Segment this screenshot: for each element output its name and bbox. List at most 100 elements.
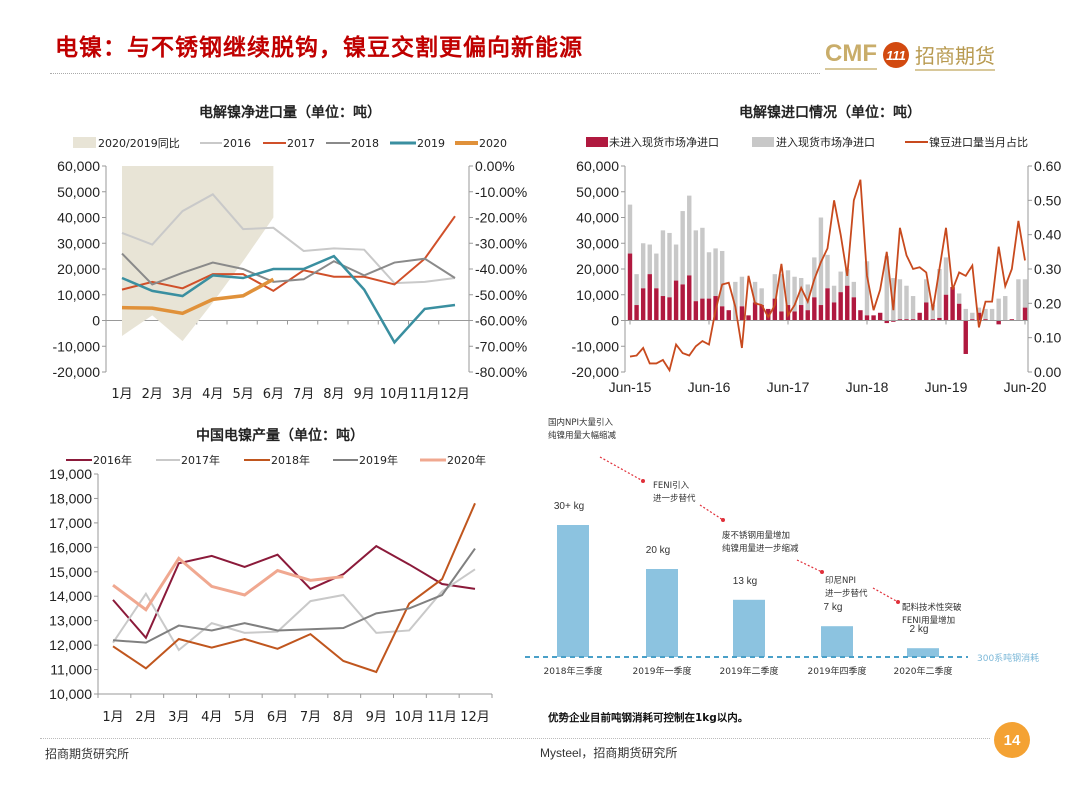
bar-non-spot-import bbox=[798, 305, 804, 321]
bar-spot-import bbox=[779, 274, 784, 312]
y2-tick-label: -40.00% bbox=[475, 261, 527, 277]
bar-non-spot-import bbox=[739, 306, 745, 321]
bar-non-spot-import bbox=[937, 317, 942, 321]
title-divider bbox=[50, 73, 820, 74]
y2-tick-label: -60.00% bbox=[475, 313, 527, 329]
y-tick-label: 30,000 bbox=[57, 235, 100, 251]
bar bbox=[733, 599, 765, 657]
bar bbox=[821, 626, 853, 657]
bar-non-spot-import bbox=[680, 284, 685, 321]
bar-spot-import bbox=[634, 274, 639, 306]
bar-non-spot-import bbox=[943, 294, 949, 321]
logo-company-name: 招商期货 bbox=[914, 40, 995, 71]
legend-swatch bbox=[752, 137, 774, 147]
legend-label: 2019 bbox=[417, 137, 445, 150]
bar-spot-import bbox=[719, 250, 725, 307]
bar-non-spot-import bbox=[1022, 307, 1028, 321]
bar-value-label: 30+ kg bbox=[554, 501, 584, 512]
bar-non-spot-import bbox=[950, 287, 955, 321]
bar-non-spot-import bbox=[706, 298, 712, 321]
footer-org: 招商期货研究所 bbox=[45, 747, 130, 761]
x-category-label: 2018年三季度 bbox=[544, 665, 603, 677]
y-tick-label: 10,000 bbox=[57, 287, 100, 303]
x-category-label: 2019年四季度 bbox=[808, 665, 867, 677]
x-tick-label: Jun-16 bbox=[688, 379, 731, 395]
x-tick-label: 8月 bbox=[333, 710, 354, 725]
annotation-text: 纯镍用量大幅缩减 bbox=[548, 430, 617, 441]
bar-spot-import bbox=[930, 305, 936, 320]
bar-spot-import bbox=[693, 230, 699, 302]
bar-spot-import bbox=[1016, 279, 1021, 321]
bar-non-spot-import bbox=[719, 306, 725, 321]
annotation-text: 印尼NPI bbox=[825, 575, 856, 586]
legend-label: 进入现货市场净进口 bbox=[776, 135, 875, 149]
x-tick-label: 10月 bbox=[394, 710, 424, 725]
y-tick-label: 20,000 bbox=[57, 261, 100, 277]
bar-non-spot-import bbox=[884, 320, 889, 324]
bar-spot-import bbox=[805, 284, 810, 311]
x-tick-label: Jun-15 bbox=[609, 379, 652, 395]
series-line-2020年 bbox=[112, 556, 344, 612]
x-tick-label: 6月 bbox=[263, 387, 284, 402]
bar-spot-import bbox=[792, 276, 797, 312]
bar-spot-import bbox=[647, 244, 652, 275]
x-tick-label: 8月 bbox=[323, 387, 344, 402]
bar-spot-import bbox=[845, 269, 850, 286]
series-line-2016 bbox=[121, 193, 456, 285]
annotation-text: 废不锈钢用量增加 bbox=[722, 530, 790, 541]
x-tick-label: Jun-18 bbox=[846, 379, 889, 395]
y-tick-label: 14,000 bbox=[49, 588, 92, 604]
series-line-nickel-bean-share bbox=[629, 179, 1026, 373]
bar-spot-import bbox=[713, 248, 718, 297]
series-line-2016年 bbox=[112, 544, 476, 640]
y-tick-label: 19,000 bbox=[49, 466, 92, 482]
y2-tick-label: 0.00 bbox=[1034, 364, 1061, 380]
bar-spot-import bbox=[759, 288, 764, 306]
bar-non-spot-import bbox=[963, 320, 968, 354]
bar bbox=[646, 569, 678, 657]
legend-swatch bbox=[586, 137, 608, 147]
bar-spot-import bbox=[983, 308, 988, 320]
bar-value-label: 2 kg bbox=[910, 624, 929, 635]
y-tick-label: 10,000 bbox=[576, 287, 619, 303]
bar-non-spot-import bbox=[772, 298, 778, 321]
x-tick-label: 4月 bbox=[201, 710, 222, 725]
bar-non-spot-import bbox=[910, 319, 916, 321]
x-tick-label: Jun-17 bbox=[767, 379, 810, 395]
y2-tick-label: -80.00% bbox=[475, 364, 527, 380]
bar-spot-import bbox=[996, 298, 1001, 321]
bar-spot-import bbox=[700, 227, 705, 299]
bar-non-spot-import bbox=[831, 302, 837, 321]
bar-non-spot-import bbox=[956, 303, 962, 321]
y-tick-label: 13,000 bbox=[49, 613, 92, 629]
bar-non-spot-import bbox=[779, 311, 784, 321]
legend-label: 2016 bbox=[223, 137, 251, 150]
bar-non-spot-import bbox=[930, 319, 936, 321]
legend-label: 2018年 bbox=[271, 453, 310, 467]
bar-non-spot-import bbox=[640, 288, 646, 321]
bar-value-label: 7 kg bbox=[824, 602, 843, 613]
bar-non-spot-import bbox=[1009, 319, 1015, 321]
x-tick-label: Jun-20 bbox=[1004, 379, 1047, 395]
x-tick-label: 11月 bbox=[410, 387, 440, 402]
bar-spot-import bbox=[825, 254, 830, 289]
y-tick-label: 16,000 bbox=[49, 539, 92, 555]
y2-tick-label: 0.00% bbox=[475, 158, 515, 174]
bar-spot-import bbox=[739, 276, 745, 307]
bar-non-spot-import bbox=[673, 280, 679, 321]
series-line-2019年 bbox=[112, 547, 476, 644]
bar-value-label: 20 kg bbox=[646, 545, 670, 556]
series-line-2017年 bbox=[112, 568, 476, 652]
y2-tick-label: -10.00% bbox=[475, 184, 527, 200]
arrow-head-icon bbox=[820, 570, 824, 574]
y2-tick-label: 0.20 bbox=[1034, 295, 1061, 311]
y-tick-label: 18,000 bbox=[49, 490, 92, 506]
footer-divider bbox=[40, 738, 990, 739]
bar-spot-import bbox=[937, 269, 942, 318]
bar-non-spot-import bbox=[746, 315, 751, 321]
bar-spot-import bbox=[924, 279, 929, 303]
x-tick-label: 9月 bbox=[354, 387, 375, 402]
bar bbox=[907, 648, 939, 657]
annotation-text: 国内NPI大量引入 bbox=[548, 417, 613, 428]
x-tick-label: 7月 bbox=[300, 710, 321, 725]
